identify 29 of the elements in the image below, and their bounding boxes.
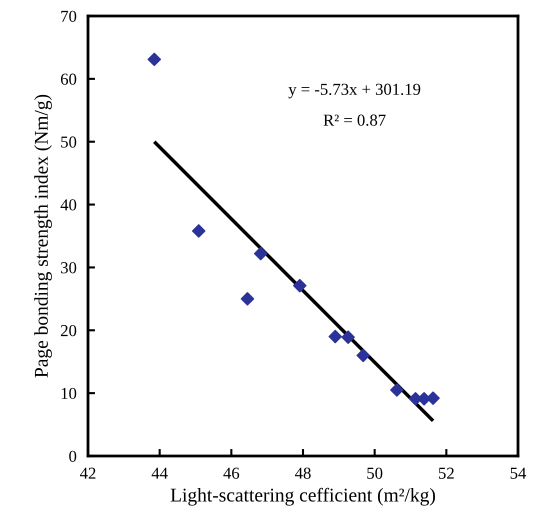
point — [254, 246, 268, 260]
point — [192, 224, 206, 238]
y-tick-label: 70 — [61, 10, 76, 22]
x-tick-label: 44 — [152, 468, 168, 479]
x-tick-label: 46 — [223, 468, 240, 479]
annotation: y = -5.73x + 301.19 — [288, 84, 420, 98]
y-tick-label: 0 — [69, 450, 76, 462]
point — [341, 330, 355, 344]
y-tick-label: 20 — [60, 324, 76, 336]
annotation: R² = 0.87 — [324, 114, 386, 126]
point — [148, 52, 162, 66]
point — [328, 330, 342, 344]
y-tick-label: 60 — [60, 74, 76, 85]
point — [356, 348, 370, 362]
point — [240, 292, 254, 306]
x-tick-label: 52 — [438, 468, 454, 479]
x-axis-title: Light-scattering cefficient (m²/kg) — [170, 488, 436, 506]
point — [390, 383, 404, 397]
y-tick-label: 40 — [60, 199, 76, 211]
x-tick-label: 48 — [294, 468, 311, 479]
x-tick-label: 54 — [510, 468, 526, 479]
y-axis-title: Page bonding strength index (Nm/g) — [34, 94, 52, 378]
y-tick-label: 30 — [61, 262, 76, 274]
y-tick-label: 50 — [61, 136, 76, 148]
point — [293, 278, 307, 292]
y-tick-label: 10 — [62, 388, 76, 400]
point — [426, 391, 440, 405]
x-tick-label: 42 — [80, 468, 96, 479]
x-tick-label: 50 — [367, 468, 382, 479]
